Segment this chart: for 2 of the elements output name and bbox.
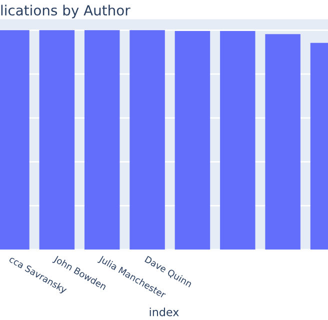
x-axis-title: index <box>150 308 179 316</box>
chart-title: lications by Author <box>1 4 130 18</box>
